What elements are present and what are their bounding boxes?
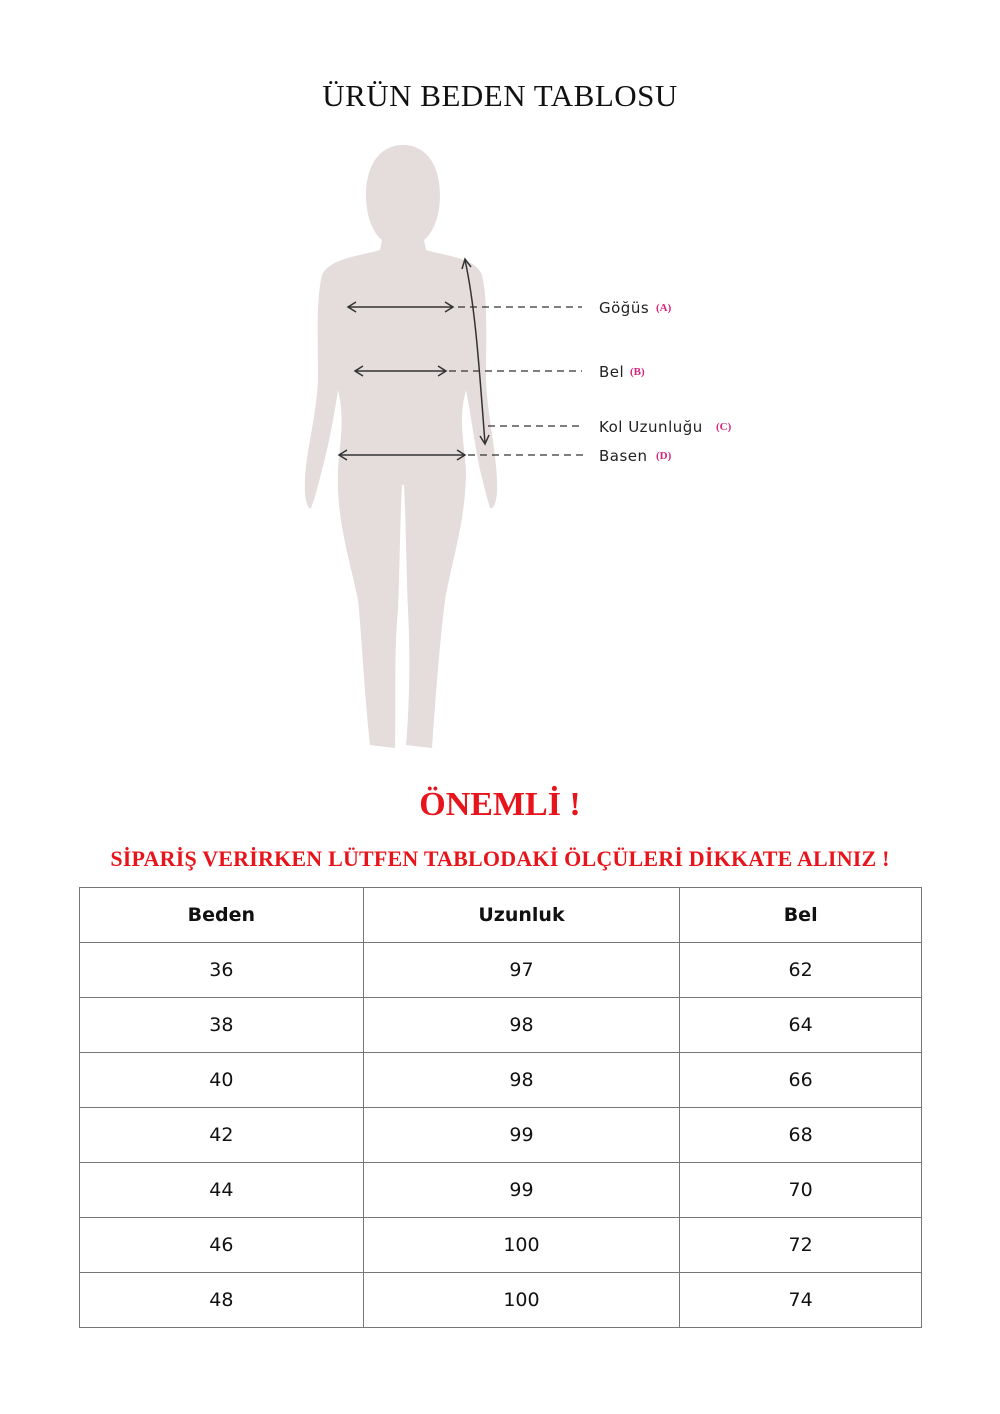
- tag-waist: (B): [630, 366, 645, 378]
- cell-size: 46: [79, 1217, 364, 1273]
- page-title: ÜRÜN BEDEN TABLOSU: [322, 78, 678, 113]
- table-row: 42 99 68: [79, 1107, 922, 1163]
- cell-waist: 66: [679, 1052, 922, 1108]
- label-hip: Basen: [599, 447, 648, 465]
- header-waist: Bel: [679, 887, 922, 943]
- body-measurement-diagram: Göğüs (A) Bel (B) Kol Uzunluğu (C) Basen…: [304, 145, 732, 748]
- table-row: 40 98 66: [79, 1052, 922, 1108]
- body-silhouette: [304, 145, 498, 748]
- table-row: 44 99 70: [79, 1162, 922, 1218]
- table-header-row: Beden Uzunluk Bel: [79, 887, 922, 943]
- size-table: Beden Uzunluk Bel 36 97 62 38 98 64 40 98 66 4…: [79, 887, 922, 1328]
- cell-length: 100: [362, 1272, 681, 1328]
- label-chest: Göğüs: [599, 299, 649, 317]
- label-waist: Bel: [599, 363, 624, 381]
- table-row: 38 98 64: [79, 997, 922, 1053]
- cell-waist: 72: [679, 1217, 922, 1273]
- table-row: 48 100 74: [79, 1272, 922, 1328]
- cell-size: 44: [79, 1162, 364, 1218]
- label-sleeve-length: Kol Uzunluğu: [599, 418, 703, 436]
- cell-size: 42: [79, 1107, 364, 1163]
- cell-waist: 68: [679, 1107, 922, 1163]
- header-size: Beden: [79, 887, 364, 943]
- header-length: Uzunluk: [362, 887, 681, 943]
- tag-sleeve-length: (C): [716, 421, 732, 433]
- cell-waist: 74: [679, 1272, 922, 1328]
- important-heading: ÖNEMLİ !: [419, 786, 581, 823]
- tag-hip: (D): [656, 450, 672, 462]
- cell-waist: 64: [679, 997, 922, 1053]
- table-row: 46 100 72: [79, 1217, 922, 1273]
- notice-text: SİPARİŞ VERİRKEN LÜTFEN TABLODAKİ ÖLÇÜLE…: [110, 846, 890, 871]
- cell-waist: 70: [679, 1162, 922, 1218]
- cell-size: 38: [79, 997, 364, 1053]
- cell-waist: 62: [679, 942, 922, 998]
- cell-length: 98: [362, 1052, 681, 1108]
- tag-chest: (A): [656, 302, 672, 314]
- cell-size: 48: [79, 1272, 364, 1328]
- table-row: 36 97 62: [79, 942, 922, 998]
- cell-length: 99: [362, 1162, 681, 1218]
- cell-length: 99: [362, 1107, 681, 1163]
- cell-length: 97: [362, 942, 681, 998]
- cell-size: 40: [79, 1052, 364, 1108]
- sleeve-arrow: [464, 259, 486, 444]
- cell-size: 36: [79, 942, 364, 998]
- cell-length: 98: [362, 997, 681, 1053]
- cell-length: 100: [362, 1217, 681, 1273]
